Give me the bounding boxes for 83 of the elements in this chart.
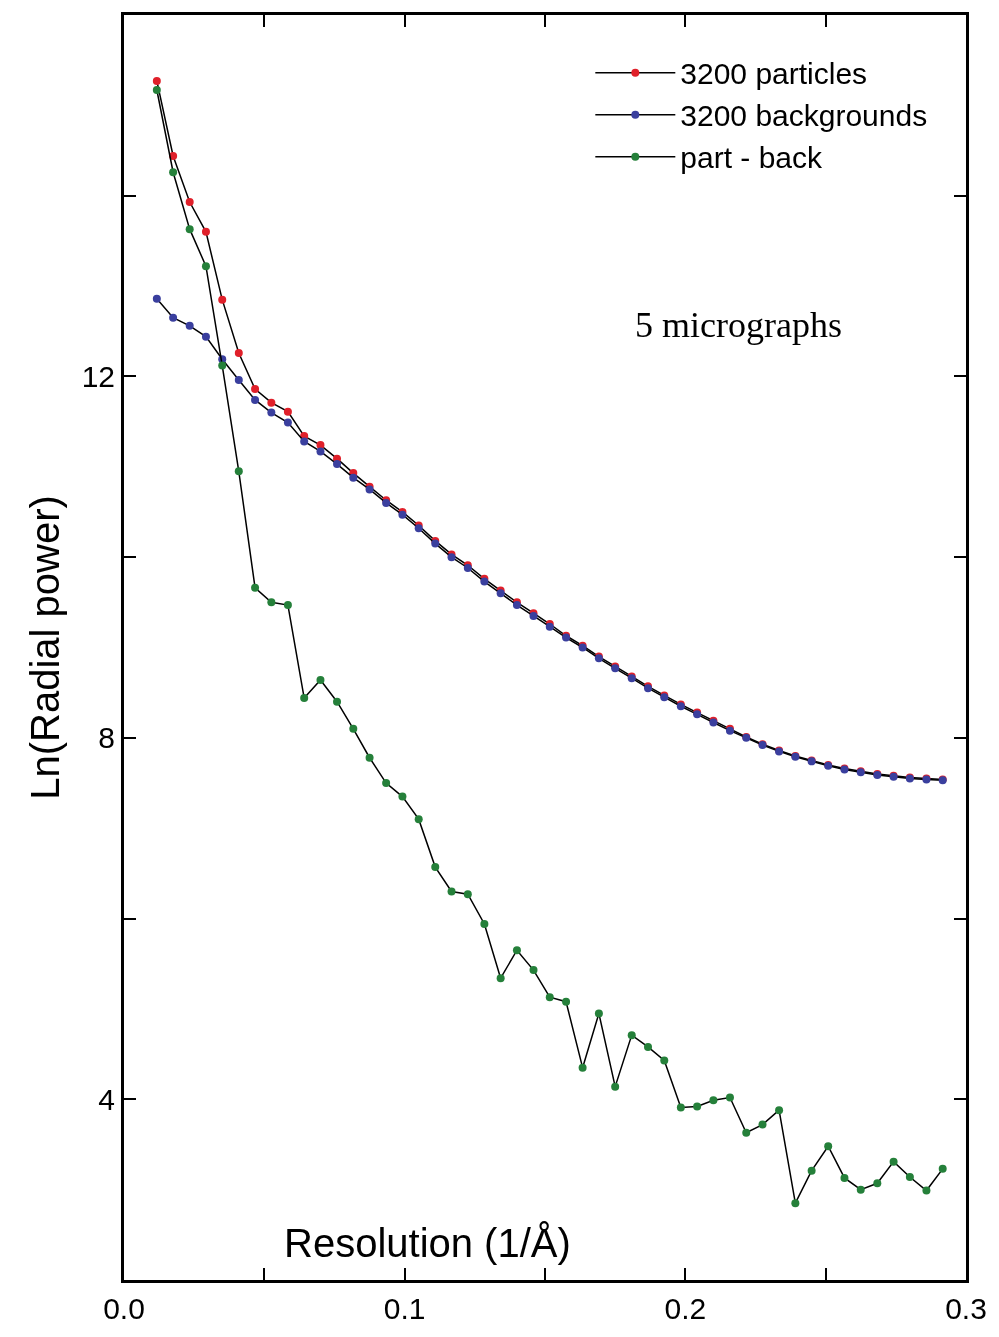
- x-tick-label: 0.1: [383, 1292, 426, 1325]
- point: [185, 198, 194, 207]
- point: [218, 361, 227, 370]
- x-tick-label: 0.0: [103, 1292, 145, 1325]
- y-axis-title: Ln(Radial power): [23, 495, 68, 800]
- point: [775, 1106, 784, 1115]
- point: [529, 966, 538, 975]
- point: [431, 863, 440, 872]
- point: [152, 294, 161, 303]
- point: [300, 437, 309, 446]
- point: [234, 348, 243, 357]
- y-tick-label: 8: [98, 721, 115, 755]
- y-tick-label: 12: [81, 359, 115, 393]
- point: [218, 295, 227, 304]
- legend-label: part - back: [680, 141, 824, 175]
- point: [382, 779, 391, 788]
- point: [562, 997, 571, 1006]
- point: [922, 1186, 931, 1195]
- point: [512, 946, 521, 955]
- point: [349, 473, 358, 482]
- point: [333, 460, 342, 469]
- point: [758, 1120, 767, 1129]
- x-axis-title: Resolution (1/Å): [284, 1221, 571, 1265]
- point: [840, 1173, 849, 1182]
- point: [693, 1102, 702, 1111]
- point: [496, 974, 505, 983]
- point: [251, 395, 260, 404]
- point: [185, 225, 194, 234]
- point: [201, 262, 210, 271]
- point: [283, 418, 292, 427]
- annotation: 5 micrographs: [635, 305, 842, 345]
- point: [905, 1172, 914, 1181]
- point: [300, 694, 309, 703]
- point: [169, 313, 178, 322]
- point: [234, 467, 243, 476]
- point: [398, 792, 407, 801]
- y-tick-label: 4: [98, 1082, 115, 1116]
- point: [856, 1185, 865, 1194]
- point: [169, 168, 178, 177]
- point: [807, 1166, 816, 1175]
- point: [709, 1096, 718, 1105]
- point: [447, 887, 456, 896]
- point: [283, 407, 292, 416]
- point: [267, 408, 276, 417]
- point: [316, 447, 325, 456]
- point: [234, 376, 243, 385]
- point: [676, 1103, 685, 1112]
- point: [627, 1031, 636, 1040]
- point: [316, 676, 325, 685]
- point: [267, 598, 276, 607]
- point: [152, 86, 161, 94]
- point: [873, 1179, 882, 1188]
- point: [152, 76, 161, 85]
- point: [201, 332, 210, 341]
- x-tick-label: 0.2: [664, 1292, 707, 1325]
- point: [480, 919, 489, 928]
- point: [316, 441, 325, 450]
- point: [333, 697, 342, 706]
- point: [545, 993, 554, 1002]
- point: [349, 724, 358, 733]
- point: [824, 1142, 833, 1151]
- point: [463, 890, 472, 899]
- point: [251, 583, 260, 592]
- point: [283, 601, 292, 610]
- point: [578, 1063, 587, 1072]
- point: [791, 1199, 800, 1208]
- point: [725, 1093, 734, 1102]
- point: [644, 1042, 652, 1051]
- point: [251, 385, 260, 394]
- point: [185, 321, 194, 330]
- x-tick-label: 0.3: [945, 1292, 987, 1325]
- point: [660, 1056, 669, 1065]
- point: [742, 1128, 751, 1137]
- legend-label: 3200 particles: [680, 57, 868, 91]
- point: [889, 1157, 898, 1166]
- point: [201, 227, 210, 236]
- point: [414, 815, 423, 824]
- legend-label: 3200 backgrounds: [680, 99, 928, 133]
- point: [594, 1009, 603, 1018]
- point: [938, 1164, 947, 1173]
- point: [267, 398, 276, 407]
- point: [611, 1082, 620, 1091]
- point: [365, 753, 374, 762]
